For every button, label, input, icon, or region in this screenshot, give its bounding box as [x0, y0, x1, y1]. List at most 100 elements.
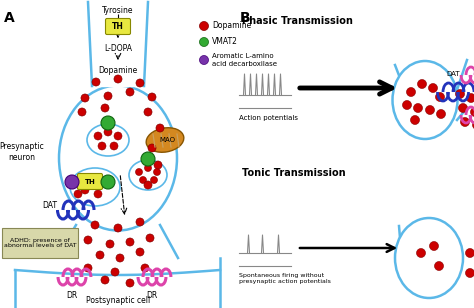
Circle shape [200, 38, 209, 47]
Circle shape [136, 168, 143, 176]
Text: DAT: DAT [446, 71, 460, 77]
Circle shape [141, 264, 149, 272]
Circle shape [466, 94, 474, 103]
Text: TH: TH [112, 22, 124, 31]
Circle shape [413, 103, 422, 112]
Circle shape [154, 168, 161, 176]
Text: B: B [240, 11, 251, 25]
Circle shape [435, 261, 444, 270]
Circle shape [428, 83, 438, 92]
Circle shape [410, 116, 419, 124]
Circle shape [458, 103, 467, 112]
Circle shape [136, 218, 144, 226]
Text: A: A [4, 11, 15, 25]
Circle shape [461, 117, 470, 127]
Ellipse shape [87, 124, 129, 156]
FancyBboxPatch shape [78, 173, 102, 189]
Circle shape [126, 238, 134, 246]
Circle shape [126, 279, 134, 287]
Circle shape [101, 276, 109, 284]
Circle shape [84, 236, 92, 244]
Text: Aromatic L-amino
acid decarboxilase: Aromatic L-amino acid decarboxilase [212, 54, 277, 67]
Circle shape [94, 132, 102, 140]
Circle shape [437, 110, 446, 119]
Circle shape [426, 106, 435, 115]
Circle shape [156, 124, 164, 132]
Text: L-DOPA: L-DOPA [104, 44, 132, 53]
Circle shape [465, 269, 474, 278]
Circle shape [418, 79, 427, 88]
Circle shape [94, 190, 102, 198]
Circle shape [114, 132, 122, 140]
Circle shape [104, 92, 112, 100]
Circle shape [111, 268, 119, 276]
Circle shape [465, 249, 474, 257]
Circle shape [104, 128, 112, 136]
Text: DR: DR [146, 291, 158, 300]
Circle shape [74, 190, 82, 198]
Circle shape [84, 264, 92, 272]
Circle shape [78, 108, 86, 116]
Text: DR: DR [66, 291, 78, 300]
Circle shape [136, 79, 144, 87]
Text: Tonic Transmission: Tonic Transmission [242, 168, 346, 178]
Text: TH: TH [85, 179, 95, 184]
Circle shape [417, 249, 426, 257]
Circle shape [471, 107, 474, 116]
Circle shape [110, 142, 118, 150]
Text: Tyrosine: Tyrosine [102, 6, 134, 15]
Ellipse shape [129, 160, 167, 190]
Text: Presynaptic
neuron: Presynaptic neuron [0, 142, 45, 162]
Text: DAT: DAT [43, 201, 57, 209]
Circle shape [126, 88, 134, 96]
Ellipse shape [392, 61, 457, 139]
Circle shape [65, 175, 79, 189]
Circle shape [116, 254, 124, 262]
Circle shape [146, 234, 154, 242]
Circle shape [96, 251, 104, 259]
Text: Dopamine: Dopamine [99, 66, 137, 75]
Circle shape [114, 224, 122, 232]
Circle shape [101, 116, 115, 130]
Circle shape [148, 144, 156, 152]
Circle shape [144, 108, 152, 116]
Circle shape [139, 176, 146, 184]
Circle shape [136, 248, 144, 256]
FancyBboxPatch shape [2, 228, 78, 258]
Circle shape [473, 120, 474, 129]
Text: Postsynaptic cell: Postsynaptic cell [86, 296, 150, 305]
Circle shape [98, 142, 106, 150]
Circle shape [456, 90, 465, 99]
Circle shape [145, 164, 152, 172]
Circle shape [114, 75, 122, 83]
Ellipse shape [59, 86, 177, 230]
Text: Dopamine: Dopamine [212, 22, 251, 30]
Text: Spontaneous firing without
presynaptic action potentials: Spontaneous firing without presynaptic a… [239, 273, 331, 284]
Circle shape [101, 104, 109, 112]
Text: MAO: MAO [159, 137, 175, 143]
Circle shape [151, 176, 157, 184]
Text: Phasic Transmission: Phasic Transmission [242, 16, 353, 26]
Text: VMAT2: VMAT2 [212, 38, 238, 47]
Circle shape [154, 161, 162, 169]
Circle shape [106, 240, 114, 248]
Circle shape [81, 186, 89, 194]
Circle shape [200, 22, 209, 30]
Circle shape [407, 87, 416, 96]
Circle shape [141, 152, 155, 166]
Ellipse shape [395, 218, 463, 298]
Text: Action potentials: Action potentials [239, 115, 298, 121]
Circle shape [144, 181, 152, 189]
Circle shape [81, 94, 89, 102]
Circle shape [92, 78, 100, 86]
FancyBboxPatch shape [106, 18, 130, 34]
Circle shape [429, 241, 438, 250]
Circle shape [402, 100, 411, 110]
Circle shape [91, 221, 99, 229]
Ellipse shape [146, 128, 184, 152]
Circle shape [200, 55, 209, 64]
Circle shape [436, 92, 445, 102]
Text: ADHD: presence of
abnormal levels of DAT: ADHD: presence of abnormal levels of DAT [4, 237, 76, 248]
Circle shape [101, 175, 115, 189]
Circle shape [148, 93, 156, 101]
